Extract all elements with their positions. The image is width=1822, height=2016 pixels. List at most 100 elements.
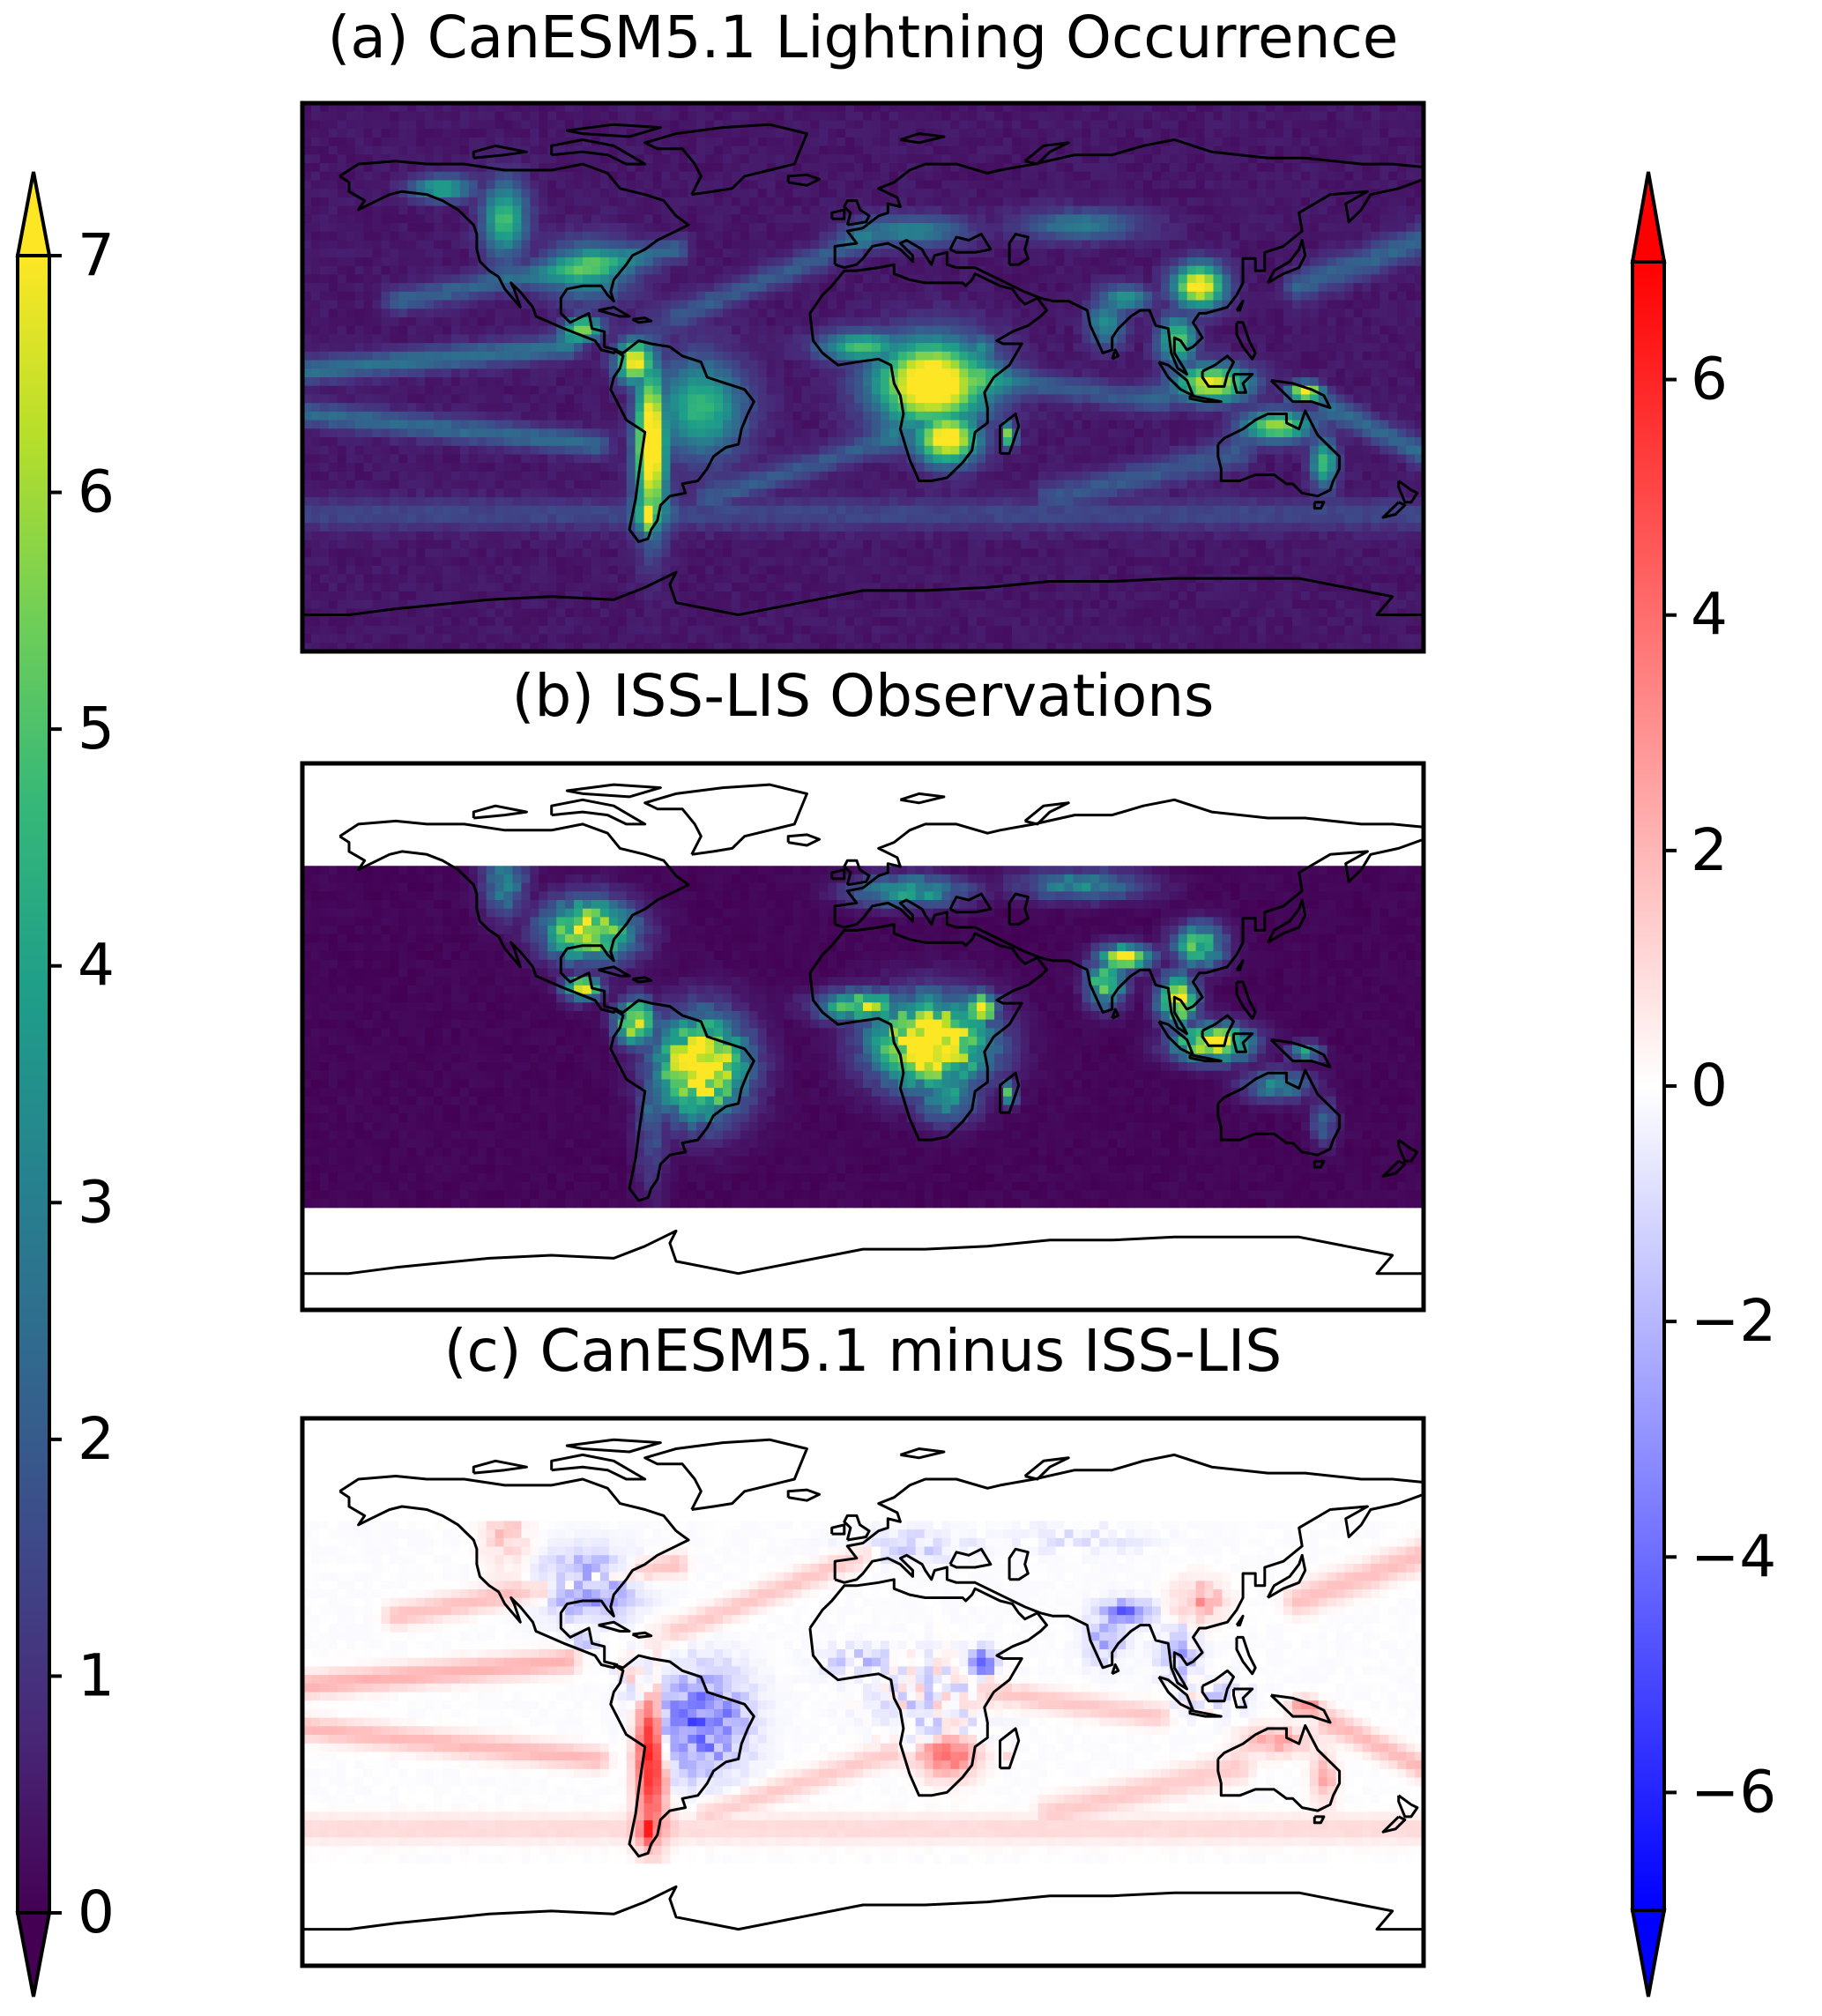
heatmap-cell [363, 129, 374, 138]
heatmap-cell [819, 343, 829, 353]
heatmap-cell [1380, 145, 1389, 155]
heatmap-cell [442, 265, 452, 275]
heatmap-cell [1204, 265, 1215, 275]
heatmap-cell [574, 309, 584, 318]
heatmap-cell [696, 420, 706, 429]
heatmap-cell [337, 343, 347, 353]
heatmap-cell [1248, 257, 1258, 267]
heatmap-cell [319, 394, 330, 404]
heatmap-cell [539, 111, 548, 122]
heatmap-cell [705, 428, 715, 438]
heatmap-cell [530, 163, 539, 173]
heatmap-cell [363, 394, 374, 404]
heatmap-cell [1134, 120, 1144, 130]
heatmap-cell [661, 145, 671, 155]
heatmap-cell [801, 394, 811, 404]
heatmap-cell [381, 137, 390, 147]
heatmap-cell [906, 240, 917, 249]
heatmap-cell [425, 231, 435, 242]
heatmap-cell [643, 265, 654, 275]
heatmap-cell [495, 403, 505, 413]
heatmap-cell [1283, 205, 1293, 215]
heatmap-cell [906, 111, 917, 122]
heatmap-cell [1037, 145, 1048, 155]
heatmap-cell [1318, 231, 1328, 242]
heatmap-cell [889, 283, 899, 293]
heatmap-cell [1073, 291, 1083, 301]
heatmap-cell [819, 351, 829, 361]
heatmap-cell [1126, 137, 1135, 147]
heatmap-cell [731, 316, 741, 327]
heatmap-cell [994, 283, 1004, 293]
heatmap-cell [319, 334, 330, 344]
heatmap-cell [547, 360, 557, 369]
heatmap-cell [583, 316, 592, 327]
heatmap-cell [354, 137, 365, 147]
heatmap-cell [731, 368, 741, 378]
heatmap-cell [1397, 163, 1407, 173]
heatmap-cell [512, 205, 523, 215]
heatmap-cell [933, 309, 943, 318]
heatmap-cell [661, 351, 671, 361]
heatmap-cell [363, 411, 374, 421]
heatmap-cell [442, 316, 452, 327]
heatmap-cell [1275, 385, 1284, 396]
heatmap-cell [801, 283, 811, 293]
heatmap-cell [1344, 316, 1355, 327]
heatmap-cell [906, 180, 917, 190]
heatmap-cell [390, 403, 399, 413]
heatmap-cell [792, 129, 803, 138]
heatmap-cell [381, 385, 390, 396]
heatmap-cell [530, 274, 539, 284]
heatmap-cell [915, 274, 926, 284]
heatmap-cell [398, 265, 408, 275]
heatmap-cell [863, 180, 873, 190]
heatmap-cell [1257, 240, 1267, 249]
heatmap-cell [784, 283, 794, 293]
heatmap-cell [1082, 351, 1091, 361]
heatmap-cell [1204, 180, 1215, 190]
heatmap-cell [635, 368, 645, 378]
heatmap-cell [819, 274, 829, 284]
heatmap-cell [740, 257, 750, 267]
heatmap-cell [434, 385, 443, 396]
heatmap-cell [1011, 309, 1022, 318]
heatmap-cell [792, 300, 803, 309]
heatmap-cell [346, 300, 356, 309]
heatmap-cell [1099, 283, 1109, 293]
heatmap-cell [530, 377, 539, 387]
heatmap-cell [661, 377, 671, 387]
heatmap-cell [565, 385, 575, 396]
heatmap-cell [434, 265, 443, 275]
heatmap-cell [1380, 129, 1389, 138]
heatmap-cell [416, 360, 426, 369]
heatmap-cell [1300, 189, 1311, 198]
heatmap-cell [1046, 205, 1057, 215]
heatmap-cell [837, 103, 846, 113]
heatmap-cell [1222, 283, 1231, 293]
heatmap-cell [1151, 316, 1162, 327]
heatmap-cell [933, 137, 943, 147]
heatmap-cell [337, 283, 347, 293]
heatmap-cell [933, 145, 943, 155]
heatmap-cell [381, 197, 390, 207]
heatmap-cell [941, 240, 951, 249]
heatmap-cell [810, 249, 820, 258]
heatmap-cell [530, 316, 539, 327]
heatmap-cell [486, 240, 496, 249]
heatmap-cell [863, 428, 873, 438]
heatmap-cell [670, 385, 680, 396]
heatmap-cell [723, 351, 733, 361]
heatmap-cell [959, 180, 969, 190]
heatmap-cell [845, 205, 855, 215]
heatmap-cell [459, 334, 470, 344]
heatmap-cell [626, 257, 636, 267]
heatmap-cell [468, 189, 479, 198]
heatmap-cell [1335, 334, 1346, 344]
heatmap-cell [1300, 265, 1311, 275]
heatmap-cell [1011, 257, 1022, 267]
heatmap-cell [556, 360, 566, 369]
heatmap-cell [1335, 214, 1346, 224]
heatmap-cell [757, 265, 768, 275]
